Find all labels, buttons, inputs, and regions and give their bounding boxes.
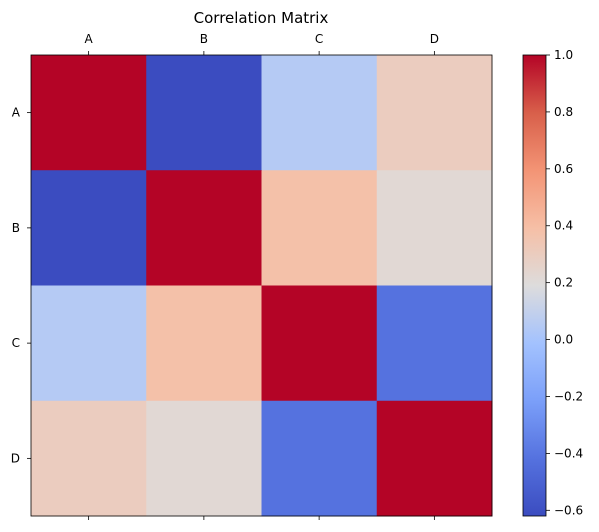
x-tick-label: C — [315, 32, 323, 46]
colorbar — [523, 55, 546, 516]
colorbar-tick-label: −0.2 — [554, 389, 583, 403]
colorbar-tick-label: −0.6 — [554, 503, 583, 517]
y-tick-label: B — [12, 221, 20, 235]
heatmap-cell — [31, 170, 147, 286]
chart-title: Correlation Matrix — [194, 9, 329, 27]
colorbar-tick-label: −0.4 — [554, 446, 583, 460]
x-tick-label: B — [200, 32, 208, 46]
heatmap-cell — [376, 55, 493, 171]
y-tick-label: C — [12, 336, 20, 350]
colorbar-tick-label: 0.4 — [554, 219, 573, 233]
x-ticks-bottom — [88, 516, 435, 520]
colorbar-frame — [522, 54, 547, 517]
heatmap-cell — [376, 170, 493, 286]
colorbar-tick-label: 1.0 — [554, 48, 573, 62]
plot-frame — [30, 54, 493, 517]
colorbar-tick-label: 0.8 — [554, 105, 573, 119]
heatmap-cell — [146, 55, 262, 171]
heatmap-cell — [261, 170, 378, 286]
heatmap-cell — [146, 285, 262, 402]
heatmap-cells — [31, 55, 493, 517]
heatmap-cell — [261, 285, 378, 402]
heatmap-cell — [31, 55, 147, 171]
colorbar-tick-label: 0.2 — [554, 276, 573, 290]
heatmap-cell — [261, 55, 378, 171]
heatmap-cell — [376, 285, 493, 402]
heatmap-cell — [31, 400, 147, 517]
x-tick-label: D — [430, 32, 439, 46]
x-tick-label: A — [85, 32, 94, 46]
colorbar-tick-label: 0.0 — [554, 333, 573, 347]
colorbar-ticks: 1.0 0.8 0.6 0.4 0.2 0.0 −0.2 −0.4 −0.6 — [546, 48, 583, 517]
y-tick-label: A — [12, 106, 21, 120]
x-ticks-top: A B C D — [85, 32, 439, 55]
heatmap-cell — [376, 400, 493, 517]
y-ticks: A B C D — [11, 106, 31, 465]
heatmap-cell — [31, 285, 147, 402]
heatmap-cell — [146, 170, 262, 286]
y-tick-label: D — [11, 451, 20, 465]
heatmap-cell — [146, 400, 262, 517]
colorbar-tick-label: 0.6 — [554, 162, 573, 176]
heatmap-cell — [261, 400, 378, 517]
